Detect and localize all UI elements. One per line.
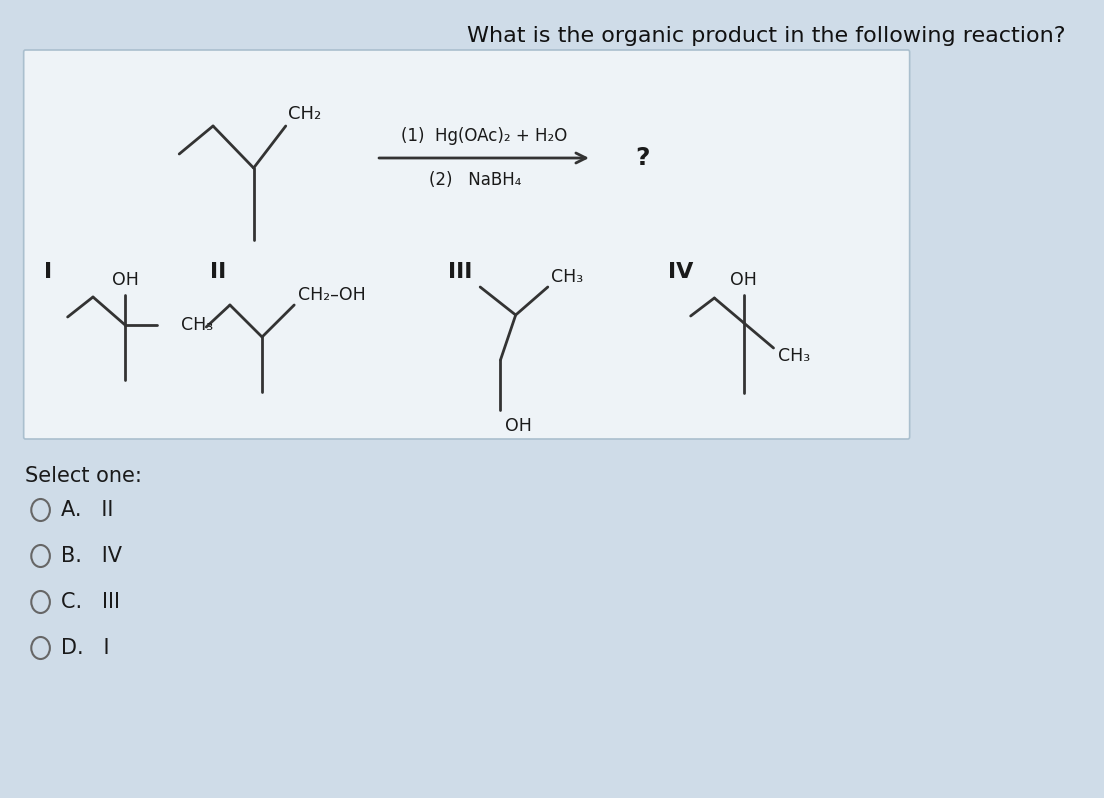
Text: Select one:: Select one: xyxy=(25,466,142,486)
FancyBboxPatch shape xyxy=(23,50,910,439)
Text: CH₂–OH: CH₂–OH xyxy=(298,286,367,304)
Text: CH₂: CH₂ xyxy=(288,105,321,123)
Text: OH: OH xyxy=(112,271,139,289)
Text: What is the organic product in the following reaction?: What is the organic product in the follo… xyxy=(467,26,1065,46)
Text: CH₃: CH₃ xyxy=(551,268,583,286)
Text: (2)   NaBH₄: (2) NaBH₄ xyxy=(429,171,522,189)
Text: ?: ? xyxy=(636,146,650,170)
Text: D.   I: D. I xyxy=(61,638,109,658)
Text: IV: IV xyxy=(668,262,693,282)
Text: C.   III: C. III xyxy=(61,592,120,612)
Text: III: III xyxy=(448,262,473,282)
Text: CH₃: CH₃ xyxy=(181,316,213,334)
Text: B.   IV: B. IV xyxy=(61,546,121,566)
Text: OH: OH xyxy=(505,417,531,435)
Text: OH: OH xyxy=(731,271,757,289)
Text: II: II xyxy=(210,262,226,282)
Text: (1)  Hg(OAc)₂ + H₂O: (1) Hg(OAc)₂ + H₂O xyxy=(401,127,567,145)
Text: A.   II: A. II xyxy=(61,500,114,520)
Text: CH₃: CH₃ xyxy=(777,347,810,365)
Text: I: I xyxy=(44,262,52,282)
